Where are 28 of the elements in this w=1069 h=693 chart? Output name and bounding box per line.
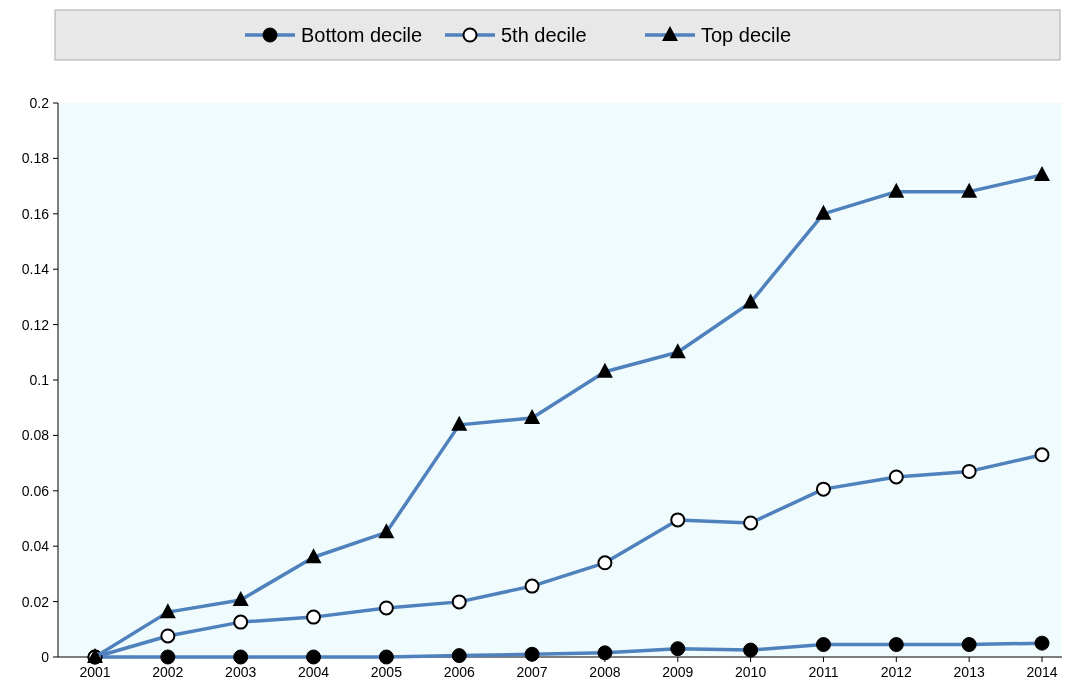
x-tick-label: 2014: [1026, 664, 1058, 680]
x-tick-label: 2010: [735, 664, 767, 680]
y-tick-label: 0.2: [29, 94, 50, 111]
y-tick-label: 0.16: [21, 205, 50, 222]
legend-label: Top decile: [701, 24, 792, 46]
legend-label: Bottom decile: [301, 24, 423, 46]
x-tick-label: 2004: [297, 664, 330, 680]
x-tick-label: 2005: [370, 664, 403, 680]
y-tick-label: 0.04: [21, 538, 50, 555]
x-tick-label: 2011: [808, 664, 839, 680]
x-tick-label: 2012: [880, 664, 913, 680]
x-tick-label: 2007: [516, 664, 548, 680]
y-tick-label: 0.12: [21, 316, 50, 333]
y-tick-label: 0.14: [21, 261, 50, 278]
x-tick-label: 2013: [953, 664, 985, 680]
legend-label: 5th decile: [501, 24, 587, 46]
y-tick-label: 0.02: [21, 593, 50, 610]
x-tick-label: 2008: [589, 664, 621, 680]
x-tick-label: 2002: [152, 664, 184, 680]
y-tick-label: 0.06: [21, 482, 50, 499]
y-tick-label: 0.1: [29, 371, 50, 388]
y-tick-label: 0.08: [21, 427, 50, 444]
x-tick-label: 2006: [443, 664, 476, 680]
y-tick-label: 0.18: [21, 150, 50, 167]
y-tick-label: 0: [41, 648, 50, 665]
x-tick-label: 2003: [225, 664, 257, 680]
x-tick-label: 2001: [79, 664, 111, 680]
x-tick-label: 2009: [662, 664, 694, 680]
